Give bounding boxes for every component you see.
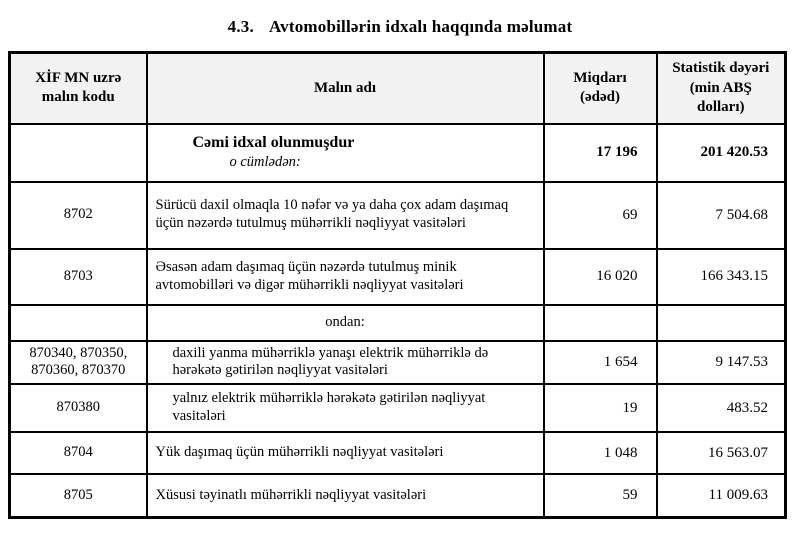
table-row: 8702 Sürücü daxil olmaqla 10 nəfər və ya… — [8, 180, 787, 250]
table-header: XİF MN uzrə malın kodu Malın adı Miqdarı… — [8, 51, 787, 125]
col-header-name: Malın adı — [145, 51, 545, 125]
name-cell: daxili yanma mühərriklə yanaşı elektrik … — [145, 339, 545, 385]
value-cell: 16 563.07 — [655, 430, 787, 475]
code-cell: 870340, 870350, 870360, 870370 — [8, 339, 148, 385]
header-row: XİF MN uzrə malın kodu Malın adı Miqdarı… — [8, 51, 787, 125]
total-label: Cəmi idxal olunmuşdur — [192, 134, 355, 152]
code-cell — [8, 303, 148, 342]
col-header-value: Statistik dəyəri (min ABŞ dolları) — [655, 51, 787, 125]
table-row: 8703 Əsasən adam daşımaq üçün nəzərdə tu… — [8, 247, 787, 306]
value-cell: 201 420.53 — [655, 122, 787, 183]
table-body: Cəmi idxal olunmuşdur o cümlədən: 17 196 … — [8, 122, 787, 519]
section-title-text: Avtomobillərin idxalı haqqında məlumat — [268, 17, 573, 36]
value-cell: 166 343.15 — [655, 247, 787, 306]
qty-cell: 19 — [542, 382, 658, 433]
value-cell: 7 504.68 — [655, 180, 787, 250]
value-cell: 483.52 — [655, 382, 787, 433]
name-cell: Cəmi idxal olunmuşdur o cümlədən: — [145, 122, 545, 183]
col-header-code: XİF MN uzrə malın kodu — [8, 51, 148, 125]
col-header-qty: Miqdarı (ədəd) — [542, 51, 658, 125]
name-cell: ondan: — [145, 303, 545, 342]
table-row: 870340, 870350, 870360, 870370 daxili ya… — [8, 339, 787, 385]
name-cell: yalnız elektrik mühərriklə hərəkətə gəti… — [145, 382, 545, 433]
qty-cell: 1 048 — [542, 430, 658, 475]
section-number: 4.3. — [227, 17, 254, 36]
qty-cell: 16 020 — [542, 247, 658, 306]
table-row: Cəmi idxal olunmuşdur o cümlədən: 17 196 … — [8, 122, 787, 183]
code-cell: 8704 — [8, 430, 148, 475]
name-cell: Sürücü daxil olmaqla 10 nəfər və ya daha… — [145, 180, 545, 250]
name-cell: Əsasən adam daşımaq üçün nəzərdə tutulmu… — [145, 247, 545, 306]
code-cell: 8702 — [8, 180, 148, 250]
code-cell: 870380 — [8, 382, 148, 433]
code-cell — [8, 122, 148, 183]
table-row: 8705 Xüsusi təyinatlı mühərrikli nəqliyy… — [8, 472, 787, 519]
name-cell: Yük daşımaq üçün mühərrikli nəqliyyat va… — [145, 430, 545, 475]
table-row: ondan: — [8, 303, 787, 342]
code-cell: 8703 — [8, 247, 148, 306]
qty-cell: 17 196 — [542, 122, 658, 183]
value-cell: 11 009.63 — [655, 472, 787, 519]
qty-cell: 59 — [542, 472, 658, 519]
qty-cell: 69 — [542, 180, 658, 250]
code-cell: 8705 — [8, 472, 148, 519]
section-title: 4.3. Avtomobillərin idxalı haqqında məlum… — [0, 0, 800, 37]
value-cell — [655, 303, 787, 342]
total-sublabel: o cümlədən: — [229, 153, 301, 170]
table-row: 870380 yalnız elektrik mühərriklə hərəkə… — [8, 382, 787, 433]
value-cell: 9 147.53 — [655, 339, 787, 385]
qty-cell — [542, 303, 658, 342]
qty-cell: 1 654 — [542, 339, 658, 385]
imports-table: XİF MN uzrə malın kodu Malın adı Miqdarı… — [8, 51, 787, 520]
name-cell: Xüsusi təyinatlı mühərrikli nəqliyyat va… — [145, 472, 545, 519]
table-row: 8704 Yük daşımaq üçün mühərrikli nəqliyy… — [8, 430, 787, 475]
